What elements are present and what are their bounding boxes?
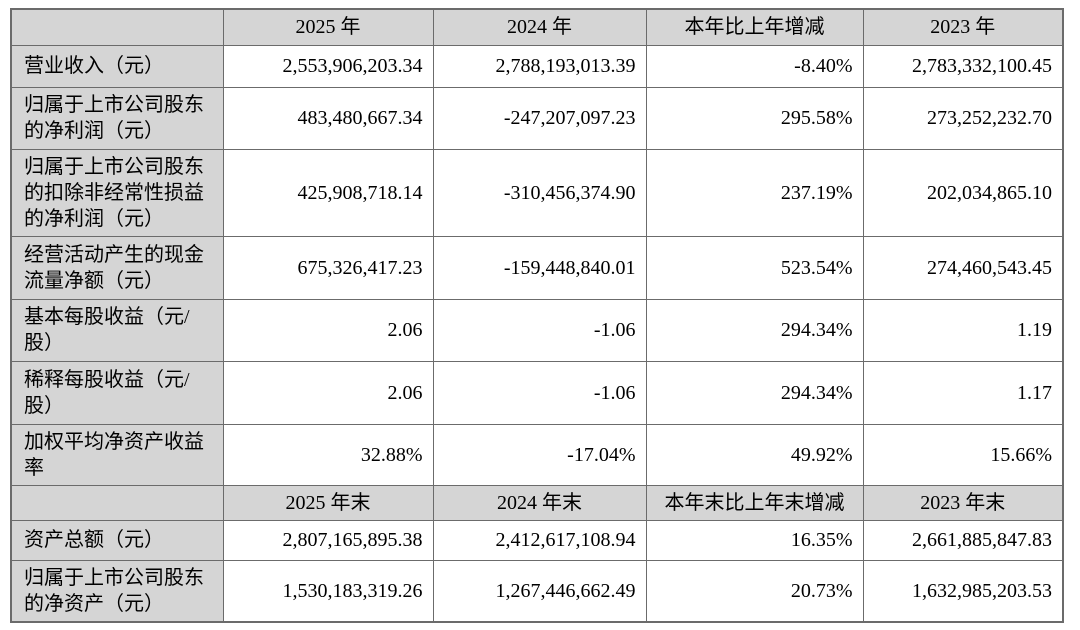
value-cell: 295.58% xyxy=(645,86,864,150)
value-cell: 1.17 xyxy=(862,360,1064,425)
value-cell: 294.34% xyxy=(645,298,864,362)
table-row: 基本每股收益（元/股） 2.06 -1.06 294.34% 1.19 xyxy=(10,298,1064,362)
value-cell: 2,788,193,013.39 xyxy=(432,44,647,88)
metric-label: 基本每股收益（元/股） xyxy=(10,298,224,362)
value-cell: 1,530,183,319.26 xyxy=(222,559,434,622)
value-cell: 483,480,667.34 xyxy=(222,86,434,150)
corner-cell xyxy=(10,484,224,521)
table-row: 归属于上市公司股东的扣除非经常性损益的净利润（元） 425,908,718.14… xyxy=(10,148,1064,237)
table-row: 经营活动产生的现金流量净额（元） 675,326,417.23 -159,448… xyxy=(10,235,1064,300)
metric-label: 归属于上市公司股东的扣除非经常性损益的净利润（元） xyxy=(10,148,224,237)
value-cell: 1,632,985,203.53 xyxy=(862,559,1064,622)
table-row: 归属于上市公司股东的净利润（元） 483,480,667.34 -247,207… xyxy=(10,86,1064,150)
value-cell: 273,252,232.70 xyxy=(862,86,1064,150)
metric-label: 归属于上市公司股东的净利润（元） xyxy=(10,86,224,150)
value-cell: 15.66% xyxy=(862,423,1064,486)
table-row: 2025 年末 2024 年末 本年末比上年末增减 2023 年末 xyxy=(10,484,1064,521)
value-cell: 49.92% xyxy=(645,423,864,486)
metric-label: 资产总额（元） xyxy=(10,519,224,561)
value-cell: 20.73% xyxy=(645,559,864,622)
metric-label: 经营活动产生的现金流量净额（元） xyxy=(10,235,224,300)
table-row: 营业收入（元） 2,553,906,203.34 2,788,193,013.3… xyxy=(10,44,1064,88)
yearend-header-2024: 2024 年末 xyxy=(432,484,647,521)
year-header-2025: 2025 年 xyxy=(222,8,434,46)
value-cell: -8.40% xyxy=(645,44,864,88)
value-cell: 2,807,165,895.38 xyxy=(222,519,434,561)
financial-summary-table: 2025 年 2024 年 本年比上年增减 2023 年 营业收入（元） 2,5… xyxy=(10,8,1064,623)
value-cell: 2,783,332,100.45 xyxy=(862,44,1064,88)
table-row: 稀释每股收益（元/股） 2.06 -1.06 294.34% 1.17 xyxy=(10,360,1064,425)
year-header-2023: 2023 年 xyxy=(862,8,1064,46)
yearend-header-2023: 2023 年末 xyxy=(862,484,1064,521)
value-cell: 2.06 xyxy=(222,298,434,362)
value-cell: 1.19 xyxy=(862,298,1064,362)
table-row: 归属于上市公司股东的净资产（元） 1,530,183,319.26 1,267,… xyxy=(10,559,1064,622)
table-row: 资产总额（元） 2,807,165,895.38 2,412,617,108.9… xyxy=(10,519,1064,561)
yearend-header-2025: 2025 年末 xyxy=(222,484,434,521)
value-cell: 274,460,543.45 xyxy=(862,235,1064,300)
value-cell: 2,661,885,847.83 xyxy=(862,519,1064,561)
metric-label: 营业收入（元） xyxy=(10,44,224,88)
value-cell: 675,326,417.23 xyxy=(222,235,434,300)
value-cell: 16.35% xyxy=(645,519,864,561)
value-cell: 523.54% xyxy=(645,235,864,300)
value-cell: -310,456,374.90 xyxy=(432,148,647,237)
value-cell: 1,267,446,662.49 xyxy=(432,559,647,622)
value-cell: -159,448,840.01 xyxy=(432,235,647,300)
metric-label: 稀释每股收益（元/股） xyxy=(10,360,224,425)
corner-cell xyxy=(10,8,224,46)
value-cell: 2.06 xyxy=(222,360,434,425)
table-row: 加权平均净资产收益率 32.88% -17.04% 49.92% 15.66% xyxy=(10,423,1064,486)
yearend-change-header: 本年末比上年末增减 xyxy=(645,484,864,521)
value-cell: -17.04% xyxy=(432,423,647,486)
value-cell: 32.88% xyxy=(222,423,434,486)
value-cell: 2,412,617,108.94 xyxy=(432,519,647,561)
year-header-2024: 2024 年 xyxy=(432,8,647,46)
value-cell: 294.34% xyxy=(645,360,864,425)
value-cell: 237.19% xyxy=(645,148,864,237)
table-row: 2025 年 2024 年 本年比上年增减 2023 年 xyxy=(10,8,1064,46)
metric-label: 归属于上市公司股东的净资产（元） xyxy=(10,559,224,622)
yoy-change-header: 本年比上年增减 xyxy=(645,8,864,46)
value-cell: -247,207,097.23 xyxy=(432,86,647,150)
value-cell: 202,034,865.10 xyxy=(862,148,1064,237)
metric-label: 加权平均净资产收益率 xyxy=(10,423,224,486)
value-cell: 2,553,906,203.34 xyxy=(222,44,434,88)
value-cell: -1.06 xyxy=(432,360,647,425)
value-cell: -1.06 xyxy=(432,298,647,362)
value-cell: 425,908,718.14 xyxy=(222,148,434,237)
